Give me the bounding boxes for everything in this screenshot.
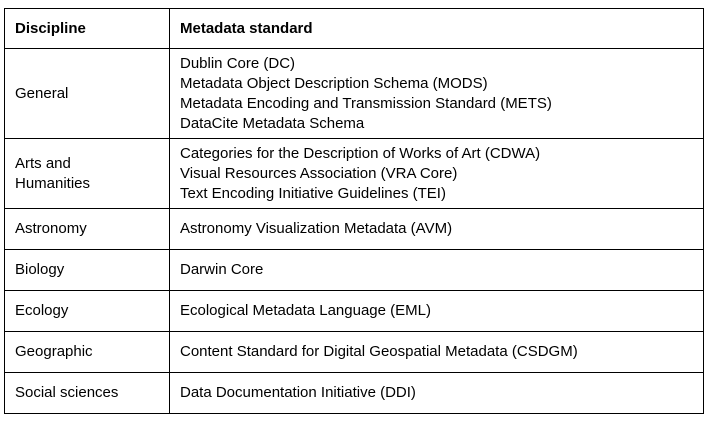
standard-cell: Categories for the Description of Works … — [169, 138, 704, 209]
table-row: Geographic Content Standard for Digital … — [4, 331, 704, 373]
standard-cell: Astronomy Visualization Metadata (AVM) — [169, 208, 704, 250]
standard-label: Visual Resources Association (VRA Core) — [180, 164, 458, 182]
standard-label: Dublin Core (DC) — [180, 54, 296, 72]
standard-cell: Darwin Core — [169, 249, 704, 291]
discipline-label: Arts and — [15, 154, 71, 172]
standard-label: Metadata Encoding and Transmission Stand… — [180, 94, 552, 112]
discipline-cell: Arts and Humanities — [4, 138, 170, 209]
standard-cell: Data Documentation Initiative (DDI) — [169, 372, 704, 414]
table-row: Astronomy Astronomy Visualization Metada… — [4, 208, 704, 250]
standard-cell: Content Standard for Digital Geospatial … — [169, 331, 704, 373]
standard-label: Text Encoding Initiative Guidelines (TEI… — [180, 184, 446, 202]
standard-cell: Dublin Core (DC) Metadata Object Descrip… — [169, 48, 704, 139]
discipline-label: General — [15, 84, 69, 102]
discipline-cell: Biology — [4, 249, 170, 291]
standard-label: Darwin Core — [180, 261, 264, 278]
header-discipline: Discipline — [4, 8, 170, 49]
standard-label: Metadata Object Description Schema (MODS… — [180, 74, 488, 92]
table-row: Arts and Humanities Categories for the D… — [4, 138, 704, 209]
header-metadata-standard: Metadata standard — [169, 8, 704, 49]
discipline-cell: Ecology — [4, 290, 170, 332]
standard-label: DataCite Metadata Schema — [180, 114, 365, 132]
table-row: General Dublin Core (DC) Metadata Object… — [4, 48, 704, 139]
table-row: Social sciences Data Documentation Initi… — [4, 372, 704, 414]
discipline-cell: Geographic — [4, 331, 170, 373]
standard-label: Categories for the Description of Works … — [180, 144, 541, 162]
discipline-cell: Astronomy — [4, 208, 170, 250]
discipline-label: Astronomy — [15, 220, 87, 237]
standard-label: Ecological Metadata Language (EML) — [180, 302, 431, 319]
metadata-standards-table: Discipline Metadata standard General Dub… — [4, 8, 704, 414]
table-row: Ecology Ecological Metadata Language (EM… — [4, 290, 704, 332]
standard-label: Astronomy Visualization Metadata (AVM) — [180, 220, 453, 237]
discipline-label: Biology — [15, 261, 65, 278]
table-header-row: Discipline Metadata standard — [4, 8, 704, 49]
standard-label: Data Documentation Initiative (DDI) — [180, 384, 416, 401]
discipline-label: Social sciences — [15, 384, 119, 401]
standard-cell: Ecological Metadata Language (EML) — [169, 290, 704, 332]
discipline-label: Ecology — [15, 302, 69, 319]
table-row: Biology Darwin Core — [4, 249, 704, 291]
discipline-label: Humanities — [15, 174, 91, 192]
discipline-cell: Social sciences — [4, 372, 170, 414]
discipline-label: Geographic — [15, 343, 93, 360]
discipline-cell: General — [4, 48, 170, 139]
standard-label: Content Standard for Digital Geospatial … — [180, 343, 578, 360]
